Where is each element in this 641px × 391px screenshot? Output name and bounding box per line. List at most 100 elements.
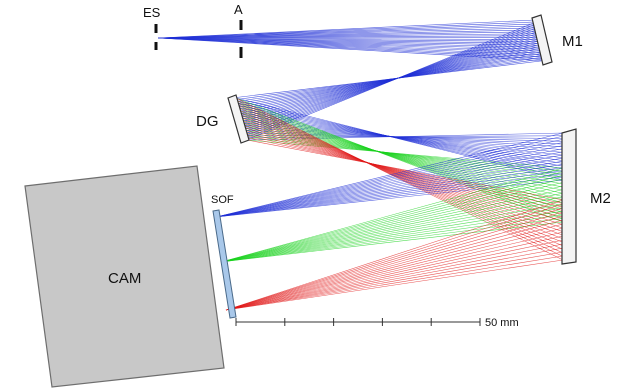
ray [238,107,564,247]
ray [215,135,564,218]
ray [157,29,539,39]
ray [236,100,564,220]
ray [225,223,564,311]
ray [215,167,564,218]
aperture-label: A [234,2,243,17]
ray [225,211,564,311]
ray [215,173,564,218]
ray [236,100,564,257]
ray [225,255,564,311]
ray [157,23,537,39]
ray [157,37,542,40]
ray [215,176,564,218]
ray [215,132,564,218]
ray [225,227,564,311]
ray [225,239,564,311]
camera-body [24,165,225,388]
ray [157,33,540,39]
ray [215,138,564,218]
ray [157,25,537,39]
ray [220,203,564,263]
ray [243,127,564,218]
ray [237,102,564,216]
ray [246,137,564,204]
ray [215,151,564,218]
ray [225,247,564,311]
ray [220,196,564,263]
ray [157,37,544,48]
ray [157,37,542,42]
ray [225,215,564,311]
ray [157,31,539,39]
diffraction-grating [227,94,250,144]
ray [225,251,564,311]
ray [220,210,564,263]
ray [215,157,564,218]
camera-label: CAM [108,270,141,287]
ray [215,154,564,218]
ray [220,174,564,263]
filter-label: SOF [211,194,234,206]
ray [242,122,564,191]
ray [225,259,564,311]
ray [215,160,564,218]
ray [220,178,564,263]
ray [220,214,564,263]
ray [245,132,564,178]
ray [231,59,550,99]
ray [157,37,544,46]
ray [220,200,564,263]
ray [220,189,564,263]
ray [225,207,564,311]
ray [246,139,564,201]
rays-m2-to-detector [215,132,564,311]
ray [220,207,564,263]
ray [215,179,564,218]
ray [225,203,564,311]
ray [225,243,564,311]
ray [241,117,564,233]
mirror-m1 [531,14,553,66]
mirror-m2 [561,128,577,265]
mirror-m2-label: M2 [590,190,611,207]
ray [245,134,564,175]
ray [220,185,564,263]
scale-label: 50 mm [485,317,519,329]
ray [237,102,564,254]
ray [241,119,564,194]
ray [220,192,564,263]
grating-label: DG [196,113,219,130]
ray [220,171,564,263]
ray [243,127,564,185]
ray [245,134,564,208]
ray [215,148,564,218]
ray [157,37,543,44]
order-sorting-filter [212,209,237,319]
ray [157,35,540,39]
scale-bar [235,318,481,326]
rays-slit-to-m1 [157,19,549,62]
ray [220,182,564,263]
ray [220,218,564,263]
ray [215,164,564,218]
ray [157,27,538,39]
ray [157,21,536,39]
ray [215,170,564,218]
mirror-m1-label: M1 [562,33,583,50]
ray [215,145,564,218]
ray [157,19,536,39]
ray [244,129,564,215]
ray [225,199,564,311]
ray [225,219,564,311]
ray [157,37,545,52]
ray [157,37,547,56]
ray [225,235,564,311]
ray [237,105,564,213]
ray [225,231,564,311]
entrance-slit-label: ES [143,5,161,20]
ray [215,142,564,218]
ray [243,124,564,188]
ray [220,167,564,263]
ray [239,110,564,243]
